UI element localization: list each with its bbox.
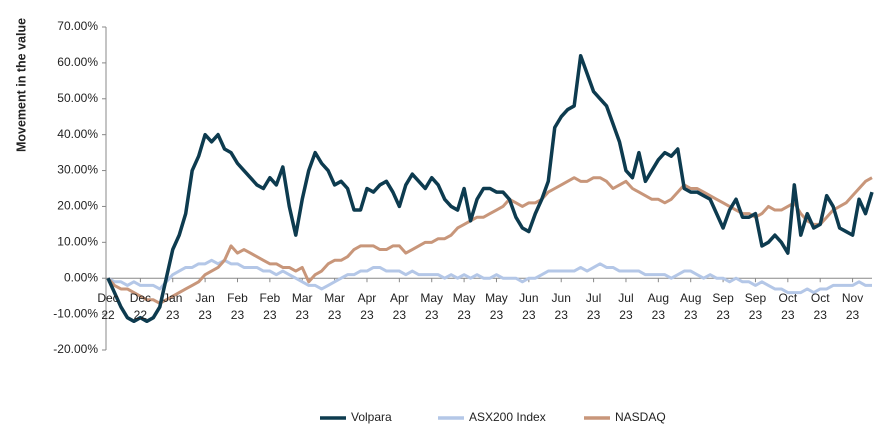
y-tick-label: 60.00%	[57, 55, 98, 69]
x-tick-label: Dec 22	[97, 291, 119, 322]
y-tick-label: 50.00%	[57, 91, 98, 105]
x-tick-label: Jan 23	[195, 291, 215, 322]
x-tick-label: Dec 22	[129, 291, 152, 322]
series-line	[106, 176, 873, 305]
legend-label: Volpara	[351, 410, 392, 424]
x-tick-label: Jul 23	[618, 291, 634, 322]
x-tick-label: Mar 23	[291, 291, 313, 322]
y-tick-label: 40.00%	[57, 127, 98, 141]
x-tick-label: Feb 23	[259, 291, 281, 322]
x-tick-label: Sep 23	[744, 291, 767, 322]
x-tick-label: Oct 23	[778, 291, 798, 322]
x-tick-label: Nov 23	[841, 291, 864, 322]
x-tick-label: Aug 23	[647, 291, 669, 322]
y-tick-label: 20.00%	[57, 199, 98, 213]
y-tick-label: 0.00%	[64, 270, 98, 284]
series-line	[107, 258, 872, 295]
y-tick-label: -10.00%	[53, 306, 98, 320]
x-tick-label: Mar 23	[324, 291, 345, 322]
legend-label: NASDAQ	[615, 410, 666, 424]
x-tick-label: Apr 23	[390, 291, 409, 322]
x-tick-label: Apr 23	[357, 291, 377, 322]
series-line	[106, 53, 874, 324]
x-tick-label: Aug 23	[680, 291, 702, 322]
y-axis-title: Movement in the value	[14, 18, 28, 152]
x-tick-label: May 23	[452, 291, 476, 322]
y-tick-label: 30.00%	[57, 163, 98, 177]
x-tick-label: Jun 23	[551, 291, 571, 322]
x-tick-label: Sep 23	[712, 291, 734, 322]
x-tick-label: Jan 23	[163, 291, 183, 322]
x-tick-label: Jun 23	[519, 291, 539, 322]
y-tick-label: 70.00%	[57, 19, 98, 33]
x-tick-label: May 23	[420, 291, 444, 322]
legend-label: ASX200 Index	[469, 410, 546, 424]
x-tick-label: Oct 23	[810, 291, 830, 322]
x-tick-label: May 23	[485, 291, 508, 322]
x-tick-label: Jul 23	[585, 291, 602, 322]
y-tick-label: 10.00%	[57, 235, 98, 249]
x-tick-label: Feb 23	[227, 291, 248, 322]
y-tick-label: -20.00%	[53, 342, 98, 356]
